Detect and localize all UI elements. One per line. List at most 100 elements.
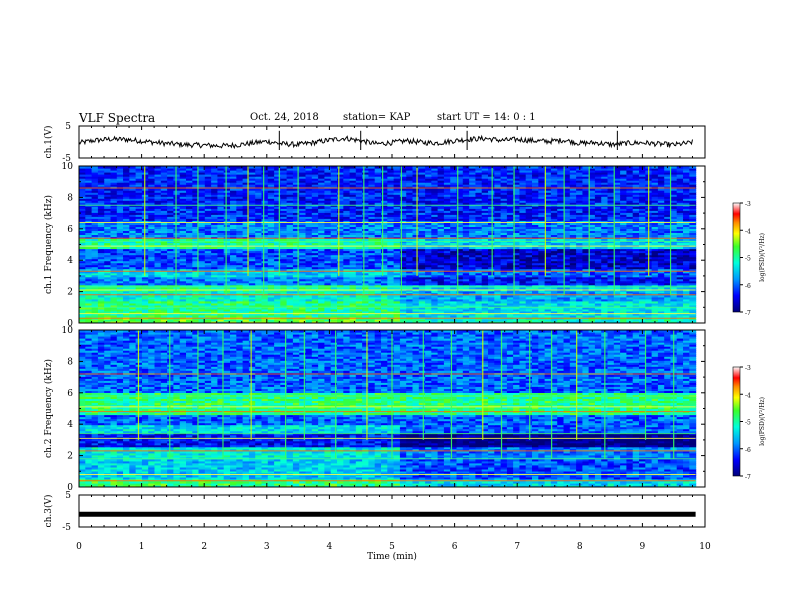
psd-cell: [198, 292, 206, 296]
psd-cell: [481, 252, 489, 256]
psd-cell: [318, 272, 325, 276]
psd-cell: [186, 274, 193, 278]
psd-cell: [141, 296, 149, 300]
psd-cell: [488, 314, 495, 318]
psd-cell: [582, 274, 590, 278]
psd-cell: [393, 242, 401, 246]
psd-cell: [204, 310, 212, 314]
psd-cell: [248, 306, 256, 310]
psd-cell: [519, 321, 527, 323]
psd-cell: [349, 246, 357, 250]
psd-cell: [664, 300, 672, 304]
psd-cell: [274, 296, 281, 300]
psd-cell: [519, 246, 527, 250]
psd-cell: [456, 238, 464, 242]
psd-cell: [110, 232, 118, 235]
psd-cell: [607, 246, 615, 250]
psd-cell: [267, 230, 275, 233]
psd-cell: [362, 280, 369, 284]
psd-cell: [481, 236, 489, 239]
psd-cell: [481, 262, 489, 266]
psd-cell: [362, 304, 369, 308]
psd-cell: [204, 300, 212, 304]
psd-cell: [525, 236, 533, 239]
psd-cell: [381, 292, 388, 296]
psd-cell: [569, 296, 577, 300]
psd-cell: [550, 284, 558, 288]
psd-cell: [179, 300, 187, 304]
psd-cell: [399, 310, 407, 314]
psd-cell: [443, 222, 451, 225]
psd-cell: [557, 310, 565, 314]
psd-cell: [632, 310, 640, 314]
psd-cell: [500, 319, 508, 322]
psd-cell: [305, 232, 313, 235]
psd-cell: [513, 232, 520, 235]
psd-cell: [248, 319, 256, 322]
psd-cell: [343, 298, 351, 302]
psd-cell: [481, 319, 489, 322]
psd-cell: [481, 222, 489, 225]
psd-cell: [406, 258, 414, 262]
psd-cell: [475, 321, 483, 323]
psd-cell: [230, 276, 237, 280]
psd-cell: [135, 236, 143, 239]
psd-cell: [450, 232, 458, 235]
psd-cell: [255, 290, 263, 294]
psd-cell: [582, 286, 590, 290]
psd-cell: [657, 296, 665, 300]
psd-cell: [532, 232, 539, 235]
psd-cell: [519, 232, 527, 235]
psd-cell: [148, 290, 156, 294]
psd-cell: [236, 270, 244, 274]
psd-cell: [450, 256, 458, 260]
psd-cell: [173, 272, 181, 276]
psd-cell: [324, 306, 332, 310]
psd-cell: [456, 232, 464, 235]
psd-cell: [443, 292, 451, 296]
psd-cell: [456, 308, 464, 312]
psd-cell: [569, 230, 577, 233]
psd-cell: [192, 248, 200, 252]
psd-cell: [324, 268, 332, 272]
psd-cell: [160, 236, 168, 239]
psd-cell: [141, 256, 149, 260]
psd-cell: [576, 280, 583, 284]
psd-cell: [242, 258, 250, 262]
psd-cell: [601, 248, 609, 252]
psd-cell: [198, 252, 206, 256]
psd-cell: [368, 256, 376, 260]
psd-cell: [116, 321, 124, 323]
psd-cell: [355, 290, 363, 294]
psd-cell: [381, 238, 388, 242]
psd-cell: [299, 226, 307, 229]
psd-cell: [79, 276, 86, 280]
psd-cell: [223, 260, 231, 264]
psd-cell: [412, 234, 420, 237]
psd-cell: [160, 276, 168, 280]
psd-cell: [462, 248, 470, 252]
psd-cell: [248, 304, 256, 308]
psd-cell: [519, 304, 527, 308]
psd-cell: [576, 242, 583, 246]
psd-cell: [242, 319, 250, 322]
psd-cell: [223, 280, 231, 284]
psd-cell: [506, 290, 514, 294]
psd-cell: [179, 242, 187, 246]
psd-cell: [91, 228, 99, 231]
psd-cell: [613, 298, 621, 302]
psd-cell: [450, 282, 458, 286]
psd-cell: [683, 226, 690, 229]
psd-cell: [267, 282, 275, 286]
psd-cell: [129, 321, 137, 323]
psd-cell: [173, 264, 181, 268]
psd-cell: [469, 274, 476, 278]
psd-cell: [431, 308, 439, 312]
psd-cell: [513, 292, 520, 296]
psd-cell: [557, 228, 565, 231]
psd-cell: [173, 254, 181, 258]
psd-cell: [651, 270, 659, 274]
psd-cell: [538, 296, 546, 300]
psd-cell: [97, 228, 105, 231]
psd-cell: [620, 310, 627, 314]
